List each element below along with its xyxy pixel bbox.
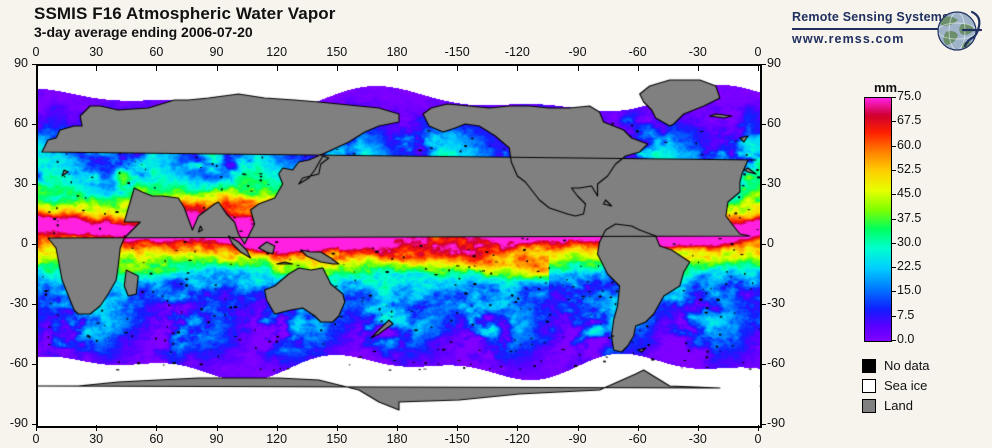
x-tick-label: -60 (628, 45, 647, 59)
colorbar-tick-label: 60.0 (897, 137, 922, 152)
colorbar-gradient (865, 98, 891, 341)
y-tick-label: 0 (767, 236, 774, 250)
y-tick-label: 30 (14, 176, 28, 190)
x-tick-label: 60 (149, 432, 164, 446)
x-tick-label: -120 (504, 432, 530, 446)
legend-item: No data (862, 357, 992, 375)
x-tick-label: -150 (444, 432, 470, 446)
legend-swatch (862, 379, 876, 393)
map-legend: No data Sea ice Land (862, 357, 992, 417)
x-tick-label: -30 (688, 45, 707, 59)
page-title: SSMIS F16 Atmospheric Water Vapor (34, 4, 336, 23)
y-tick-label: 90 (767, 56, 781, 70)
x-tick-label: -60 (628, 432, 647, 446)
legend-label: No data (884, 358, 930, 373)
colorbar-tick-label: 37.5 (897, 210, 922, 225)
y-tick-label: 60 (767, 116, 781, 130)
water-vapor-heatmap (38, 66, 760, 426)
x-tick-label: 120 (266, 432, 288, 446)
brand-divider (792, 28, 944, 30)
x-tick-label: 150 (326, 45, 348, 59)
y-tick-label: -30 (9, 296, 28, 310)
x-tick-label: 150 (326, 432, 348, 446)
x-tick-label: 0 (32, 432, 40, 446)
x-tick-label: 90 (209, 432, 224, 446)
colorbar-unit-label: mm (874, 80, 898, 95)
colorbar-tick-label: 52.5 (897, 161, 922, 176)
x-tick-label: 180 (386, 45, 408, 59)
brand-name: Remote Sensing Systems (792, 10, 950, 24)
brand-url: www.remss.com (792, 32, 905, 46)
colorbar-tick-label: 22.5 (897, 259, 922, 274)
colorbar-tick-label: 30.0 (897, 234, 922, 249)
colorbar-tick-label: 7.5 (897, 307, 915, 322)
y-tick-label: -30 (767, 296, 786, 310)
x-tick-label: -90 (568, 45, 587, 59)
y-tick-label: 0 (21, 236, 28, 250)
colorbar[interactable] (864, 97, 892, 342)
y-tick-label: 30 (767, 176, 781, 190)
brand-logo: Remote Sensing Systems www.remss.com (792, 10, 992, 58)
legend-label: Land (884, 398, 913, 413)
x-tick-label: 180 (386, 432, 408, 446)
x-tick-label: -90 (568, 432, 587, 446)
page-subtitle: 3-day average ending 2006-07-20 (34, 24, 253, 40)
x-tick-label: 90 (209, 45, 224, 59)
colorbar-tick-label: 45.0 (897, 186, 922, 201)
colorbar-tick-label: 67.5 (897, 113, 922, 128)
x-tick-label: -30 (688, 432, 707, 446)
y-tick-label: 60 (14, 116, 28, 130)
legend-swatch (862, 399, 876, 413)
x-tick-label: 60 (149, 45, 164, 59)
legend-item: Land (862, 397, 992, 415)
y-tick-label: -60 (9, 356, 28, 370)
x-tick-label: -120 (504, 45, 530, 59)
x-tick-label: -150 (444, 45, 470, 59)
colorbar-tick-label: 0.0 (897, 332, 915, 346)
x-tick-label: 0 (754, 432, 762, 446)
colorbar-tick-label: 15.0 (897, 283, 922, 298)
x-tick-label: 30 (89, 45, 104, 59)
legend-swatch (862, 359, 876, 373)
colorbar-tick-label: 75.0 (897, 89, 922, 103)
y-tick-label: -90 (9, 416, 28, 430)
legend-item: Sea ice (862, 377, 992, 395)
x-tick-label: 120 (266, 45, 288, 59)
y-tick-label: -60 (767, 356, 786, 370)
y-tick-label: 90 (14, 56, 28, 70)
legend-label: Sea ice (884, 378, 928, 393)
x-tick-label: 30 (89, 432, 104, 446)
x-tick-label: 0 (32, 45, 40, 59)
x-tick-label: 0 (754, 45, 762, 59)
globe-icon (937, 10, 983, 51)
y-tick-label: -90 (767, 416, 786, 430)
map-plot-area[interactable] (36, 64, 762, 428)
